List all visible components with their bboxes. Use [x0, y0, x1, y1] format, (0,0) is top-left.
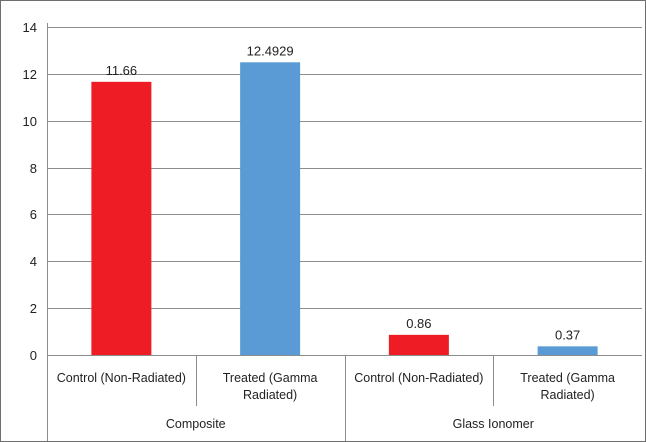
group-label: Glass Ionomer	[453, 417, 534, 431]
bar	[388, 334, 449, 355]
data-label: 12.4929	[247, 43, 294, 58]
y-tick-label: 14	[23, 20, 37, 35]
y-tick-label: 0	[30, 348, 37, 363]
axes	[47, 23, 642, 441]
bar	[240, 62, 301, 355]
data-label: 0.86	[406, 316, 431, 331]
bars	[91, 62, 598, 355]
category-label: Control (Non-Radiated)	[57, 371, 186, 385]
y-tick-label: 4	[30, 254, 37, 269]
bar	[537, 346, 598, 355]
y-tick-label: 8	[30, 161, 37, 176]
y-tick-label: 12	[23, 67, 37, 82]
y-tick-label: 10	[23, 114, 37, 129]
y-axis-ticks: 0 2 4 6 8 10 12 14	[23, 20, 37, 363]
category-label: Control (Non-Radiated)	[354, 371, 483, 385]
labels: 11.66 Control (Non-Radiated) 12.4929 Treate…	[57, 43, 615, 431]
category-label: Treated (Gamma	[223, 371, 318, 385]
y-tick-label: 2	[30, 301, 37, 316]
category-label: Treated (Gamma	[520, 371, 615, 385]
category-label: Radiated)	[541, 388, 595, 402]
bar	[91, 81, 152, 355]
data-label: 0.37	[555, 327, 580, 342]
group-label: Composite	[166, 417, 226, 431]
category-label: Radiated)	[243, 388, 297, 402]
data-label: 11.66	[106, 63, 138, 78]
y-tick-label: 6	[30, 207, 37, 222]
